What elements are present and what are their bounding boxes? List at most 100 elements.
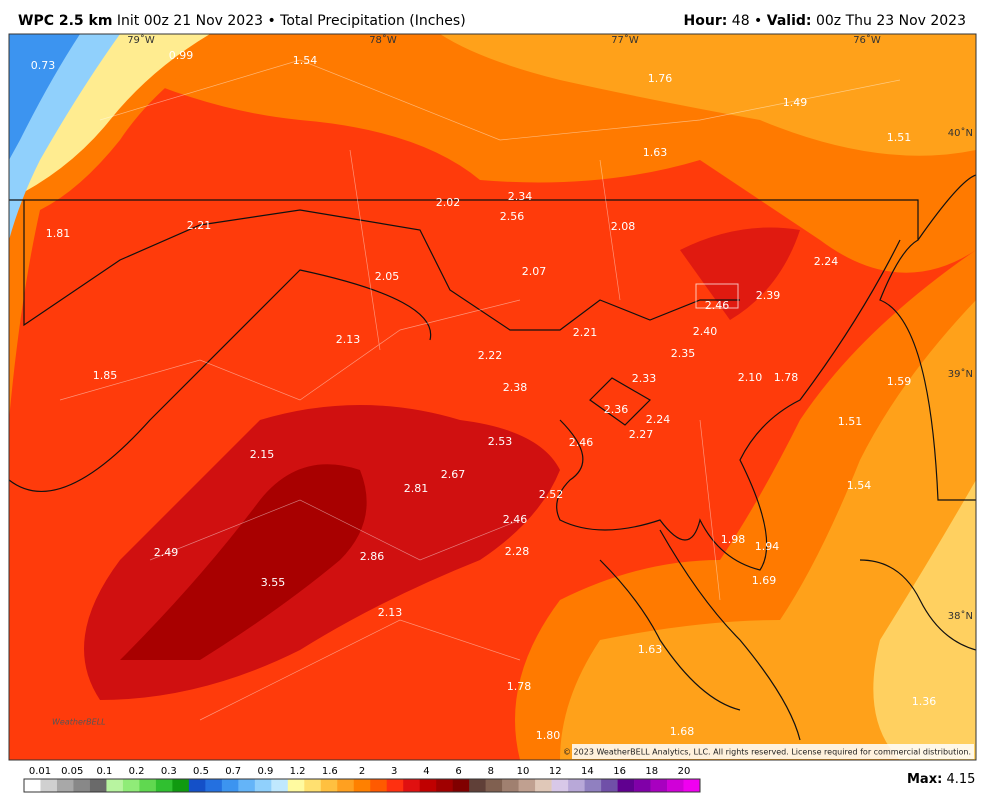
copyright: © 2023 WeatherBELL Analytics, LLC. All r… (563, 748, 971, 757)
precip-value: 2.86 (360, 550, 385, 563)
precip-value: 2.53 (488, 435, 513, 448)
colorbar-label: 0.3 (161, 766, 177, 777)
colorbar-label: 0.01 (29, 766, 51, 777)
precip-value: 1.68 (670, 725, 695, 738)
colorbar-swatch (452, 779, 470, 792)
colorbar-label: 0.5 (193, 766, 209, 777)
precip-value: 1.36 (912, 695, 937, 708)
colorbar-swatch (683, 779, 701, 792)
precip-value: 1.85 (93, 369, 118, 382)
colorbar-swatch (172, 779, 190, 792)
colorbar-swatch (304, 779, 322, 792)
precip-value: 1.63 (638, 643, 663, 656)
colorbar-swatch (568, 779, 585, 792)
colorbar-swatch (518, 779, 536, 792)
lon-label: 76˚W (853, 34, 881, 46)
colorbar-swatch (502, 779, 519, 792)
colorbar-swatch (551, 779, 569, 792)
colorbar-swatch (419, 779, 437, 792)
precip-value: 2.27 (629, 428, 654, 441)
colorbar-label: 1.2 (290, 766, 306, 777)
colorbar-label: 1.6 (322, 766, 338, 777)
precip-value: 2.33 (632, 372, 657, 385)
colorbar-label: 0.1 (96, 766, 112, 777)
lat-label: 40˚N (948, 127, 973, 139)
precip-value: 1.78 (774, 371, 799, 384)
precip-value: 2.52 (539, 488, 564, 501)
lon-label: 77˚W (611, 34, 639, 46)
precip-value: 2.46 (705, 299, 730, 312)
precip-value: 1.80 (536, 729, 561, 742)
lat-label: 39˚N (948, 368, 973, 380)
colorbar-label: 14 (581, 766, 594, 777)
logo: WeatherBELL (52, 718, 106, 727)
colorbar-swatch (139, 779, 157, 792)
lat-label: 38˚N (948, 610, 973, 622)
colorbar-swatch (155, 779, 173, 792)
precip-value: 2.35 (671, 347, 696, 360)
colorbar-swatch (469, 779, 486, 792)
colorbar-label: 10 (517, 766, 530, 777)
colorbar-swatch (73, 779, 91, 792)
precip-value: 1.94 (755, 540, 780, 553)
precip-value: 1.54 (847, 479, 872, 492)
precip-value: 2.24 (814, 255, 839, 268)
colorbar-swatch (122, 779, 140, 792)
colorbar-swatch (254, 779, 272, 792)
colorbar-label: 18 (645, 766, 658, 777)
colorbar-swatch (601, 779, 618, 792)
colorbar-label: 3 (391, 766, 397, 777)
precip-value: 3.55 (261, 576, 286, 589)
colorbar-swatch (238, 779, 256, 792)
title: WPC 2.5 km Init 00z 21 Nov 2023 • Total … (18, 13, 466, 29)
precip-value: 2.36 (604, 403, 629, 416)
colorbar-label: 12 (549, 766, 562, 777)
max: Max: 4.15 (907, 772, 975, 787)
precip-value: 1.81 (46, 227, 71, 240)
colorbar-swatch (667, 779, 684, 792)
precip-value: 1.51 (887, 131, 912, 144)
colorbar-swatch (485, 779, 503, 792)
colorbar-swatch (337, 779, 355, 792)
precip-value: 2.13 (336, 333, 361, 346)
precip-value: 2.81 (404, 482, 429, 495)
colorbar-swatch (617, 779, 635, 792)
valid: Hour: 48 • Valid: 00z Thu 23 Nov 2023 (684, 13, 966, 29)
colorbar-label: 0.05 (61, 766, 83, 777)
precip-value: 2.46 (503, 513, 528, 526)
precip-value: 2.05 (375, 270, 400, 283)
colorbar-swatch (287, 779, 305, 792)
precip-value: 2.13 (378, 606, 403, 619)
precip-value: 1.63 (643, 146, 668, 159)
precip-value: 1.49 (783, 96, 808, 109)
colorbar-frame (23, 778, 701, 793)
precip-value: 2.40 (693, 325, 718, 338)
colorbar-swatch (188, 779, 206, 792)
colorbar-label: 0.9 (257, 766, 273, 777)
precip-value: 0.99 (169, 49, 194, 62)
precip-value: 2.34 (508, 190, 533, 203)
colorbar-swatch (436, 779, 453, 792)
precip-value: 1.51 (838, 415, 863, 428)
colorbar-swatch (221, 779, 239, 792)
colorbar-swatch (40, 779, 58, 792)
colorbar-label: 6 (455, 766, 461, 777)
colorbar-swatch (89, 779, 107, 792)
precip-value: 2.15 (250, 448, 275, 461)
precip-value: 2.22 (478, 349, 503, 362)
precip-value: 2.21 (573, 326, 598, 339)
colorbar-swatch (584, 779, 602, 792)
colorbar-swatch (634, 779, 651, 792)
colorbar-swatch (370, 779, 388, 792)
colorbar-swatch (271, 779, 289, 792)
precip-value: 1.98 (721, 533, 746, 546)
colorbar-swatch (535, 779, 552, 792)
colorbar-label: 0.2 (129, 766, 145, 777)
colorbar-label: 20 (678, 766, 691, 777)
lon-label: 79˚W (127, 34, 155, 46)
precip-value: 2.49 (154, 546, 179, 559)
precip-value: 2.38 (503, 381, 528, 394)
precip-value: 2.02 (436, 196, 461, 209)
precip-value: 2.28 (505, 545, 530, 558)
precip-value: 0.73 (31, 59, 56, 72)
